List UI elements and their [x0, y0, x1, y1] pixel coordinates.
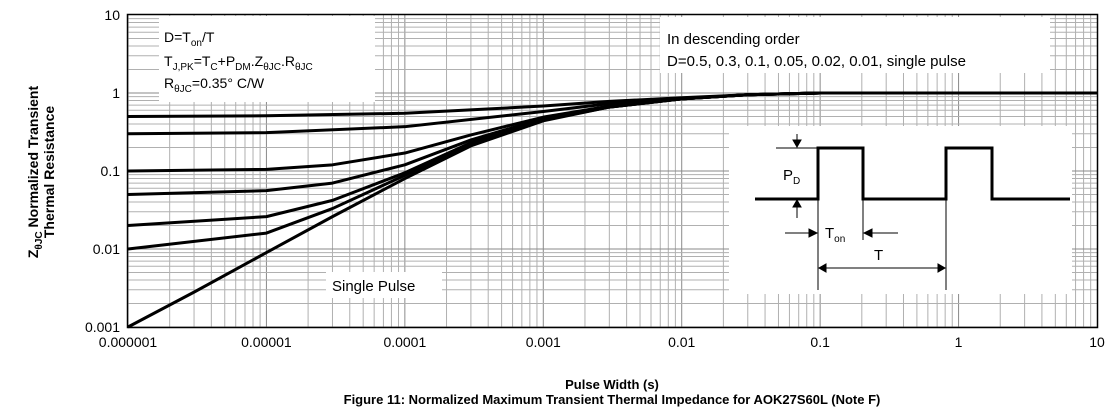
y-axis-label: ZθJC Normalized Transient Thermal Resist…: [25, 86, 57, 259]
y-axis-ticks: 0.001 0.01 0.1 1 10: [85, 7, 120, 335]
pulse-diagram: [755, 134, 1070, 290]
plot-frame: [126, 13, 1099, 329]
order-list: D=0.5, 0.3, 0.1, 0.05, 0.02, 0.01, singl…: [667, 53, 966, 70]
svg-text:ZθJC Normalized Transient: ZθJC Normalized Transient: [25, 86, 45, 259]
t-arrowhead-right: [937, 263, 947, 273]
ton-arrowhead-left: [808, 228, 819, 238]
x-axis-ticks: 0.000001 0.00001 0.0001 0.001 0.01 0.1 1 10: [99, 334, 1105, 350]
x-tick-label: 1: [955, 334, 963, 350]
x-tick-label: 0.001: [526, 334, 561, 350]
formula-duty: D=Ton/T: [164, 29, 215, 49]
y-tick-label: 0.001: [85, 319, 120, 335]
pd-arrowhead-down: [792, 139, 802, 149]
formula-box: [159, 16, 375, 102]
pulse-waveform: [755, 146, 1070, 201]
single-pulse-label: Single Pulse: [332, 278, 415, 295]
y-tick-label: 10: [104, 7, 120, 23]
x-axis-label: Pulse Width (s): [565, 377, 659, 392]
formula-tj: TJ,PK=TC+PDM.ZθJC.RθJC: [164, 53, 313, 73]
t-arrowhead-left: [817, 263, 827, 273]
order-title: In descending order: [667, 31, 800, 48]
x-tick-label: 0.000001: [99, 334, 158, 350]
ton-label: Ton: [825, 225, 845, 245]
pd-label: PD: [783, 167, 800, 187]
y-tick-label: 1: [112, 85, 120, 101]
x-tick-label: 0.01: [668, 334, 695, 350]
pulse-diagram-box: [729, 126, 1072, 294]
x-tick-label: 0.1: [810, 334, 830, 350]
t-label: T: [874, 247, 883, 264]
pd-arrowhead-up: [792, 198, 802, 208]
ton-arrowhead-right: [862, 228, 873, 238]
x-tick-label: 10: [1089, 334, 1105, 350]
figure-caption: Figure 11: Normalized Maximum Transient …: [344, 392, 881, 407]
order-box: [660, 17, 1050, 73]
formula-rthjc: RθJC=0.35° C/W: [164, 75, 265, 95]
x-tick-label: 0.00001: [241, 334, 292, 350]
curves: [127, 91, 1097, 329]
y-tick-label: 0.01: [93, 241, 120, 257]
x-tick-label: 0.0001: [383, 334, 426, 350]
curve-duty-0: [127, 91, 1097, 329]
y-tick-label: 0.1: [101, 163, 121, 179]
single-pulse-box: [326, 272, 442, 298]
svg-text:Thermal Resistance: Thermal Resistance: [41, 106, 57, 238]
